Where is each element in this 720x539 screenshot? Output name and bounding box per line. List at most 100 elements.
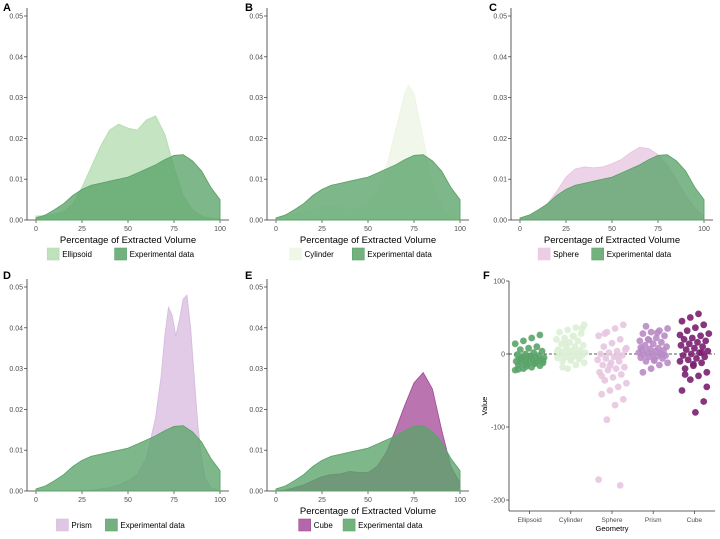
data-point-cube bbox=[676, 331, 684, 339]
data-point-ellipsoid bbox=[511, 340, 519, 348]
data-point-prism bbox=[647, 365, 655, 372]
data-point-prism bbox=[652, 334, 660, 342]
legend-label: Experimental data bbox=[607, 250, 672, 259]
x-tick-label: 50 bbox=[124, 497, 132, 504]
y-tick-label: 0.05 bbox=[249, 14, 263, 21]
data-point-prism bbox=[653, 329, 661, 337]
data-point-cylinder bbox=[553, 336, 560, 343]
data-point-sphere bbox=[609, 374, 617, 381]
data-point-cube bbox=[688, 334, 696, 342]
legend-label: Cube bbox=[314, 521, 334, 530]
y-tick-label: 0.05 bbox=[249, 285, 263, 292]
data-point-cube bbox=[700, 398, 708, 405]
data-point-sphere bbox=[603, 416, 611, 424]
y-tick-label: 0.03 bbox=[493, 95, 507, 102]
data-point-ellipsoid bbox=[539, 357, 547, 364]
data-point-prism bbox=[650, 357, 658, 364]
data-point-cube bbox=[695, 310, 702, 318]
data-point-cube bbox=[678, 387, 686, 394]
x-tick-label: 100 bbox=[454, 497, 466, 504]
data-point-sphere bbox=[611, 325, 619, 332]
data-point-cylinder bbox=[570, 333, 578, 340]
data-point-cylinder bbox=[559, 363, 566, 371]
data-point-ellipsoid bbox=[516, 346, 524, 353]
data-point-cube bbox=[685, 340, 693, 348]
data-point-sphere bbox=[614, 352, 622, 360]
y-tick-label: 0.04 bbox=[249, 325, 263, 332]
x-tick-label: 100 bbox=[214, 226, 226, 233]
data-point-cylinder bbox=[574, 337, 582, 345]
data-point-cube bbox=[694, 338, 701, 346]
data-point-sphere bbox=[611, 401, 619, 409]
data-point-prism bbox=[664, 325, 671, 332]
y-tick-label: 0.01 bbox=[493, 177, 507, 184]
y-tick-label: 0.03 bbox=[9, 95, 23, 102]
data-point-cylinder bbox=[576, 347, 584, 354]
density-area-experimental-data bbox=[275, 154, 461, 221]
data-point-cube bbox=[700, 321, 708, 329]
y-tick-label: 0.05 bbox=[9, 285, 23, 292]
data-point-cube bbox=[690, 360, 697, 368]
data-point-sphere bbox=[623, 379, 630, 387]
x-tick-label: 75 bbox=[410, 497, 418, 504]
data-point-ellipsoid bbox=[518, 355, 525, 362]
data-point-cylinder bbox=[579, 341, 587, 349]
data-point-cylinder bbox=[564, 326, 572, 334]
data-point-cube bbox=[691, 344, 698, 352]
y-tick-label: 0.01 bbox=[9, 177, 23, 184]
legend-key-cube bbox=[298, 518, 312, 532]
y-tick-label: 0.05 bbox=[9, 14, 23, 21]
data-point-prism bbox=[656, 361, 663, 369]
y-tick-label: 0.02 bbox=[9, 136, 23, 143]
x-tick-label: Prism bbox=[645, 517, 662, 524]
y-tick-label: 0.01 bbox=[249, 177, 263, 184]
data-point-cube bbox=[699, 343, 706, 351]
data-point-sphere bbox=[619, 321, 627, 329]
y-tick-label: 0.02 bbox=[249, 407, 263, 414]
data-point-cube bbox=[686, 314, 694, 321]
data-point-sphere bbox=[605, 349, 613, 356]
data-point-ellipsoid bbox=[526, 352, 533, 360]
data-point-cube bbox=[692, 409, 699, 416]
data-point-sphere bbox=[606, 387, 614, 394]
y-tick-label: 0.02 bbox=[493, 136, 507, 143]
data-point-sphere bbox=[598, 390, 606, 398]
data-point-sphere bbox=[616, 336, 624, 343]
data-point-cylinder bbox=[564, 365, 572, 372]
y-tick-label: 0.00 bbox=[9, 489, 23, 496]
density-area-experimental-data bbox=[275, 425, 461, 492]
data-point-cube bbox=[683, 327, 691, 335]
data-point-sphere bbox=[616, 482, 624, 489]
data-point-sphere bbox=[615, 357, 623, 365]
data-point-cube bbox=[679, 352, 687, 359]
data-point-sphere bbox=[623, 344, 630, 352]
x-tick-label: Ellipsoid bbox=[517, 517, 542, 524]
x-axis-title: Percentage of Extracted Volume bbox=[60, 235, 196, 246]
x-tick-label: 0 bbox=[274, 497, 278, 504]
y-tick-label: 0.03 bbox=[9, 366, 23, 373]
data-point-cylinder bbox=[581, 349, 589, 356]
data-point-cylinder bbox=[577, 330, 585, 337]
data-point-cylinder bbox=[572, 324, 580, 332]
density-area-experimental-data bbox=[35, 154, 221, 221]
y-tick-label: 0.02 bbox=[249, 136, 263, 143]
data-point-ellipsoid bbox=[528, 334, 536, 342]
data-point-cube bbox=[684, 356, 692, 364]
x-tick-label: 100 bbox=[454, 226, 466, 233]
data-point-cube bbox=[678, 317, 686, 325]
legend-key-experimental-data bbox=[114, 247, 127, 261]
x-tick-label: 100 bbox=[698, 226, 710, 233]
data-point-sphere bbox=[617, 371, 625, 378]
data-point-cube bbox=[703, 383, 711, 391]
data-point-cube bbox=[677, 341, 685, 349]
data-point-cube bbox=[681, 371, 689, 378]
data-point-ellipsoid bbox=[520, 337, 527, 345]
x-tick-label: 0 bbox=[34, 497, 38, 504]
legend-label: Cylinder bbox=[305, 250, 335, 259]
y-tick-label: 0.04 bbox=[493, 54, 507, 61]
data-point-sphere bbox=[601, 330, 609, 337]
data-point-prism bbox=[658, 338, 665, 346]
data-point-prism bbox=[663, 343, 670, 351]
y-tick-label: 0.03 bbox=[249, 95, 263, 102]
